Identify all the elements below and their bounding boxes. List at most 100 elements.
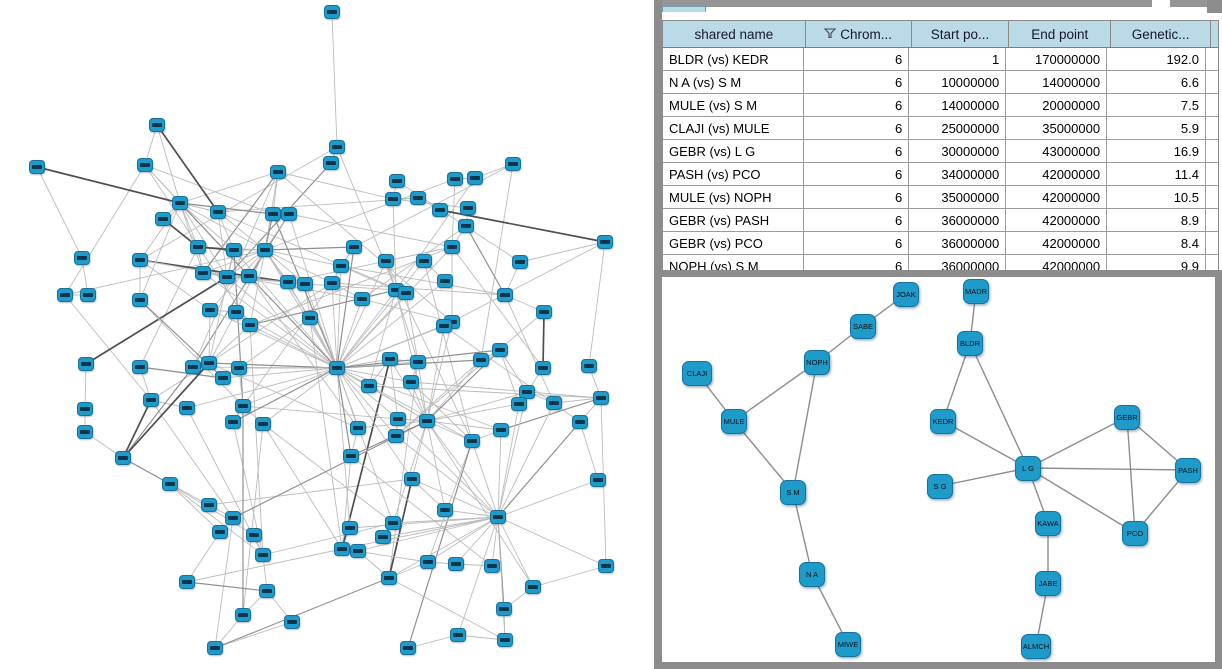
network-node[interactable] bbox=[302, 311, 318, 325]
network-node[interactable] bbox=[207, 641, 223, 655]
network-node[interactable] bbox=[284, 615, 300, 629]
subnetwork-node-JABE[interactable]: JABE bbox=[1035, 570, 1061, 596]
network-node[interactable] bbox=[581, 359, 597, 373]
network-node[interactable] bbox=[448, 557, 464, 571]
network-node[interactable] bbox=[242, 318, 258, 332]
subnetwork-node-ALMCH[interactable]: ALMCH bbox=[1021, 633, 1051, 659]
network-node[interactable] bbox=[231, 361, 247, 375]
column-header-genetic[interactable]: Genetic... bbox=[1111, 21, 1212, 47]
network-node[interactable] bbox=[420, 555, 436, 569]
network-node[interactable] bbox=[416, 254, 432, 268]
network-node[interactable] bbox=[597, 235, 613, 249]
network-node[interactable] bbox=[241, 269, 257, 283]
column-header-end-point[interactable]: End point bbox=[1009, 21, 1112, 47]
subnetwork-node-PASH[interactable]: PASH bbox=[1175, 457, 1201, 483]
network-node[interactable] bbox=[29, 160, 45, 174]
network-node[interactable] bbox=[378, 254, 394, 268]
subnetwork-node-MADR[interactable]: MADR bbox=[963, 278, 989, 304]
network-node[interactable] bbox=[342, 521, 358, 535]
network-node[interactable] bbox=[546, 396, 562, 410]
network-node[interactable] bbox=[444, 240, 460, 254]
network-node[interactable] bbox=[519, 385, 535, 399]
subnetwork-node-PCO[interactable]: PCO bbox=[1122, 520, 1148, 546]
network-node[interactable] bbox=[281, 207, 297, 221]
network-node[interactable] bbox=[225, 415, 241, 429]
network-node[interactable] bbox=[497, 288, 513, 302]
network-node[interactable] bbox=[210, 205, 226, 219]
network-node[interactable] bbox=[77, 402, 93, 416]
network-node[interactable] bbox=[385, 192, 401, 206]
network-node[interactable] bbox=[354, 292, 370, 306]
network-node[interactable] bbox=[143, 393, 159, 407]
network-node[interactable] bbox=[389, 174, 405, 188]
subnetwork-node-MULE[interactable]: MULE bbox=[721, 408, 747, 434]
network-node[interactable] bbox=[361, 379, 377, 393]
subnetwork-node-S-M[interactable]: S M bbox=[780, 479, 806, 505]
table-row[interactable]: GEBR (vs) PASH 6 36000000 42000000 8.9 bbox=[663, 209, 1218, 232]
network-node[interactable] bbox=[132, 253, 148, 267]
network-node[interactable] bbox=[511, 397, 527, 411]
network-node[interactable] bbox=[381, 571, 397, 585]
network-node[interactable] bbox=[375, 530, 391, 544]
network-node[interactable] bbox=[458, 219, 474, 233]
network-node[interactable] bbox=[77, 425, 93, 439]
network-node[interactable] bbox=[598, 559, 614, 573]
network-node[interactable] bbox=[390, 412, 406, 426]
network-node[interactable] bbox=[179, 401, 195, 415]
network-node[interactable] bbox=[385, 516, 401, 530]
subnetwork-node-CLAJI[interactable]: CLAJI bbox=[682, 360, 712, 386]
network-node[interactable] bbox=[257, 243, 273, 257]
network-node[interactable] bbox=[219, 270, 235, 284]
network-node[interactable] bbox=[265, 207, 281, 221]
network-node[interactable] bbox=[490, 510, 506, 524]
column-header-start-point[interactable]: Start po... bbox=[912, 21, 1010, 47]
subnetwork-node-N-A[interactable]: N A bbox=[799, 561, 825, 587]
network-node[interactable] bbox=[329, 361, 345, 375]
network-node[interactable] bbox=[467, 171, 483, 185]
network-node[interactable] bbox=[172, 196, 188, 210]
network-node[interactable] bbox=[419, 414, 435, 428]
network-node[interactable] bbox=[333, 259, 349, 273]
network-node[interactable] bbox=[235, 399, 251, 413]
network-node[interactable] bbox=[297, 277, 313, 291]
table-row[interactable]: NOPH (vs) S M 6 36000000 42000000 9.9 bbox=[663, 255, 1218, 277]
table-row[interactable]: CLAJI (vs) MULE 6 25000000 35000000 5.9 bbox=[663, 117, 1218, 140]
network-node[interactable] bbox=[398, 286, 414, 300]
network-node[interactable] bbox=[460, 201, 476, 215]
network-node[interactable] bbox=[382, 352, 398, 366]
network-node[interactable] bbox=[225, 511, 241, 525]
subnetwork-canvas[interactable]: JOAK MADR SABE BLDR NOPH CLAJI MULE KEDR GEBR L G… bbox=[662, 277, 1215, 662]
network-node[interactable] bbox=[270, 165, 286, 179]
network-node[interactable] bbox=[334, 542, 350, 556]
column-header-chromosome[interactable]: Chrom... bbox=[806, 21, 912, 47]
network-node[interactable] bbox=[450, 628, 466, 642]
network-node[interactable] bbox=[190, 240, 206, 254]
network-node[interactable] bbox=[432, 203, 448, 217]
network-node[interactable] bbox=[246, 528, 262, 542]
subnetwork-node-KEDR[interactable]: KEDR bbox=[930, 408, 956, 434]
subnetwork-node-BLDR[interactable]: BLDR bbox=[957, 330, 983, 356]
network-node[interactable] bbox=[280, 275, 296, 289]
network-node[interactable] bbox=[346, 240, 362, 254]
network-node[interactable] bbox=[400, 641, 416, 655]
network-node[interactable] bbox=[226, 243, 242, 257]
network-node[interactable] bbox=[57, 288, 73, 302]
column-header-shared-name[interactable]: shared name bbox=[663, 21, 806, 47]
subnetwork-node-L-G[interactable]: L G bbox=[1015, 455, 1041, 481]
table-row[interactable]: BLDR (vs) KEDR 6 1 170000000 192.0 bbox=[663, 48, 1218, 71]
network-node[interactable] bbox=[149, 118, 165, 132]
network-node[interactable] bbox=[115, 451, 131, 465]
network-node[interactable] bbox=[155, 212, 171, 226]
subnetwork-node-KAWA[interactable]: KAWA bbox=[1035, 510, 1061, 536]
network-node[interactable] bbox=[235, 608, 251, 622]
network-node[interactable] bbox=[464, 434, 480, 448]
network-node[interactable] bbox=[572, 415, 588, 429]
table-row[interactable]: N A (vs) S M 6 10000000 14000000 6.6 bbox=[663, 71, 1218, 94]
network-node[interactable] bbox=[350, 421, 366, 435]
network-node[interactable] bbox=[404, 472, 420, 486]
subnetwork-node-JOAK[interactable]: JOAK bbox=[893, 281, 919, 307]
network-node[interactable] bbox=[410, 355, 426, 369]
network-node[interactable] bbox=[473, 353, 489, 367]
subnetwork-node-GEBR[interactable]: GEBR bbox=[1114, 404, 1140, 430]
table-row[interactable]: MULE (vs) NOPH 6 35000000 42000000 10.5 bbox=[663, 186, 1218, 209]
